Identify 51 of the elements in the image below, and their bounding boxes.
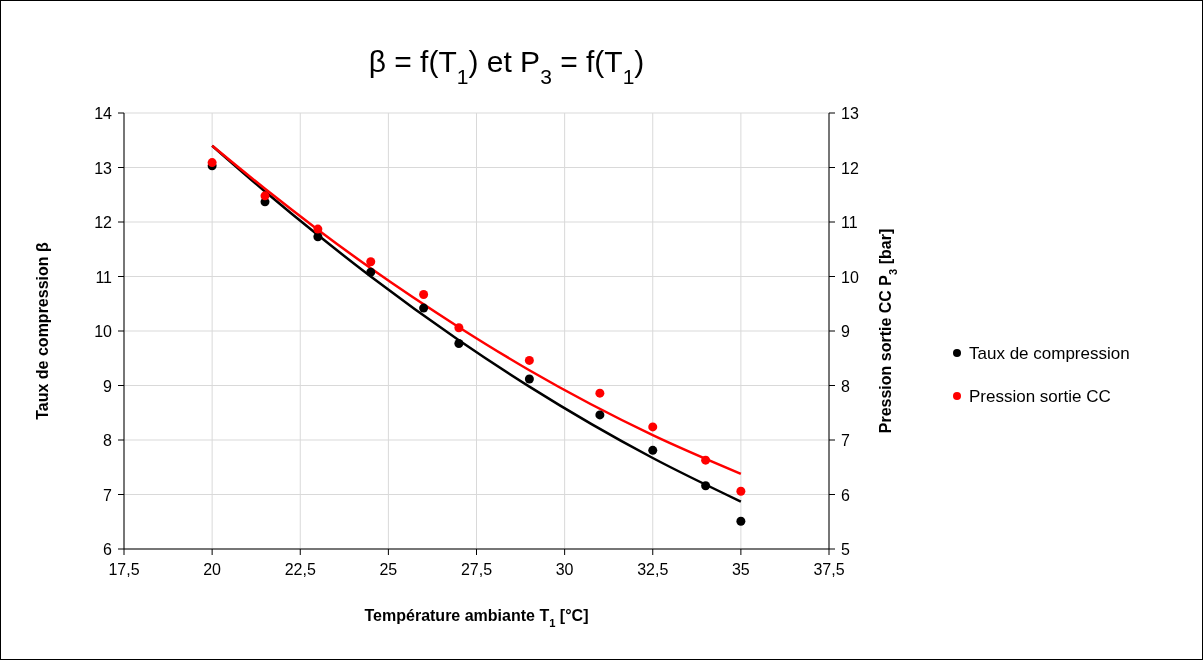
y2-tick-label: 13: [841, 105, 859, 122]
point: [701, 455, 711, 465]
y-tick-label: 14: [94, 105, 113, 122]
y2-tick-label: 7: [841, 432, 850, 449]
y-tick-label: 9: [103, 377, 113, 395]
y-tick-label: 10: [94, 323, 113, 340]
y2-tick-label: 8: [841, 377, 850, 395]
point: [701, 481, 711, 491]
x-tick-label: 37,5: [813, 561, 845, 578]
x-tick-label: 30: [555, 561, 574, 578]
point: [313, 224, 323, 234]
y-tick-label: 8: [103, 432, 113, 449]
x-tick-label: 35: [731, 561, 750, 578]
legend-label: Pression sortie CC: [969, 387, 1111, 406]
y2-tick-label: 11: [841, 214, 858, 231]
point: [524, 374, 534, 384]
y2-tick-label: 9: [841, 323, 850, 340]
point: [595, 388, 605, 398]
y-tick-label: 11: [95, 268, 113, 286]
point: [260, 191, 270, 201]
chart-title: β = f(T$_{1}$) et P$_{3}$ = f(T$_{1}$): [368, 45, 645, 88]
x-axis-title: Température ambiante T$_{1}$ [°C]: [364, 607, 589, 629]
x-tick-label: 22,5: [284, 561, 316, 578]
y-tick-label: 13: [94, 159, 113, 177]
point: [366, 257, 376, 267]
point: [648, 445, 658, 455]
y2-tick-label: 12: [841, 159, 859, 177]
point: [419, 289, 429, 299]
point: [366, 267, 376, 277]
point: [736, 486, 746, 496]
point: [648, 422, 658, 432]
point: [736, 516, 746, 526]
legend-label: Taux de compression: [969, 344, 1130, 363]
y2-tick-label: 6: [841, 486, 850, 504]
point: [454, 339, 464, 349]
point: [595, 410, 605, 420]
point: [419, 303, 429, 313]
x-tick-label: 32,5: [637, 561, 669, 578]
x-tick-label: 20: [203, 561, 222, 578]
x-tick-label: 25: [379, 561, 398, 578]
y2-tick-label: 10: [841, 268, 859, 286]
x-tick-label: 17,5: [108, 561, 140, 578]
point: [524, 355, 534, 365]
y-tick-label: 6: [103, 541, 113, 558]
y2-tick-label: 5: [841, 541, 850, 558]
y-tick-label: 12: [94, 214, 113, 231]
point: [313, 232, 323, 242]
point: [454, 323, 464, 333]
x-tick-label: 27,5: [460, 561, 493, 578]
y-axis-title: Taux de compression β: [34, 242, 51, 420]
y-tick-label: 7: [103, 486, 113, 504]
